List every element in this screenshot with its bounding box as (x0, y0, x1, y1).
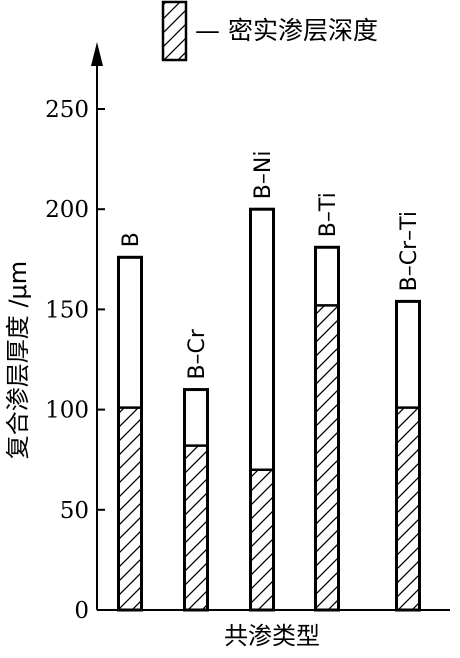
bar-outline (249, 207, 275, 612)
x-axis-title: 共渗类型 (224, 622, 320, 650)
bar-category-label: B–Ti (316, 192, 341, 237)
legend-hatch-swatch (161, 0, 188, 62)
y-tick-label: 250 (45, 97, 89, 123)
y-tick-label: 200 (45, 197, 89, 223)
bar-outline (183, 388, 209, 612)
bar-segment-dense-layer (249, 468, 275, 611)
y-tick-label: 150 (45, 297, 89, 323)
bar-segment-remaining-layer (396, 301, 420, 408)
bar-segment-dense-layer (117, 406, 143, 611)
bar-category-label: B–Ni (251, 151, 276, 200)
bar-segment-remaining-layer (184, 389, 208, 446)
bar-category-label: B (119, 232, 144, 247)
y-tick-label: 100 (45, 398, 89, 424)
bar-category-label: B–Cr–Ti (397, 211, 422, 291)
y-tick-label: 0 (74, 598, 89, 624)
bar-outline (395, 299, 421, 612)
y-axis-arrow (91, 42, 103, 66)
bar-segment-dense-layer (314, 304, 340, 611)
bar-segment-remaining-layer (315, 247, 339, 306)
bar-outline (117, 255, 143, 612)
y-tick-label: 50 (60, 498, 89, 524)
bar-segment-dense-layer (183, 444, 209, 611)
bar-segment-dense-layer (395, 406, 421, 611)
bar-outline (314, 245, 340, 612)
bar-segment-remaining-layer (118, 257, 142, 408)
legend-text: — 密实渗层深度 (195, 16, 378, 45)
bar-category-label: B–Cr (185, 328, 210, 379)
y-axis-title: 复合渗层厚度 /μm (4, 261, 32, 459)
bar-segment-remaining-layer (250, 209, 274, 470)
